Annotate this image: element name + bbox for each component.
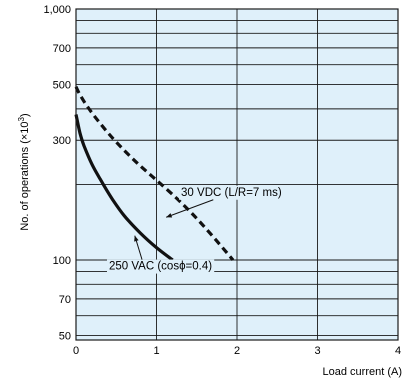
dashed-curve — [74, 86, 235, 262]
y-tick-label: 100 — [53, 255, 71, 267]
y-tick-label: 300 — [53, 135, 71, 147]
x-tick-label: 2 — [234, 345, 240, 357]
y-axis-label: No. of operations (×103) — [17, 113, 31, 230]
annotation-label: 30 VDC (L/R=7 ms) — [181, 187, 282, 199]
y-tick-label: 500 — [53, 80, 71, 92]
annotation-leader — [165, 199, 214, 218]
annotation-backdrop — [179, 185, 284, 200]
y-tick-label: 700 — [53, 43, 71, 55]
annotation-label: 250 VAC (cosϕ=0.4) — [109, 261, 212, 273]
x-tick-label: 0 — [73, 345, 79, 357]
tick-labels: 50 70 100 300 500 700 1,000 0 1 2 3 4 — [43, 4, 401, 357]
series-group — [74, 86, 235, 262]
x-axis-label: Load current (A) — [323, 366, 402, 378]
y-tick-label: 70 — [59, 294, 71, 306]
x-tick-label: 4 — [395, 345, 401, 357]
solid-curve — [74, 114, 174, 262]
y-tick-label: 1,000 — [43, 4, 71, 16]
plot-border — [75, 8, 399, 341]
arrowhead — [134, 235, 139, 242]
y-tick-label: 50 — [59, 331, 71, 343]
x-tick-label: 1 — [153, 345, 159, 357]
annotation-backdrop — [106, 259, 215, 274]
x-tick-label: 3 — [314, 345, 320, 357]
arrowhead — [166, 213, 173, 218]
annotations: 30 VDC (L/R=7 ms) 250 VAC (cosϕ=0.4) — [106, 185, 284, 274]
